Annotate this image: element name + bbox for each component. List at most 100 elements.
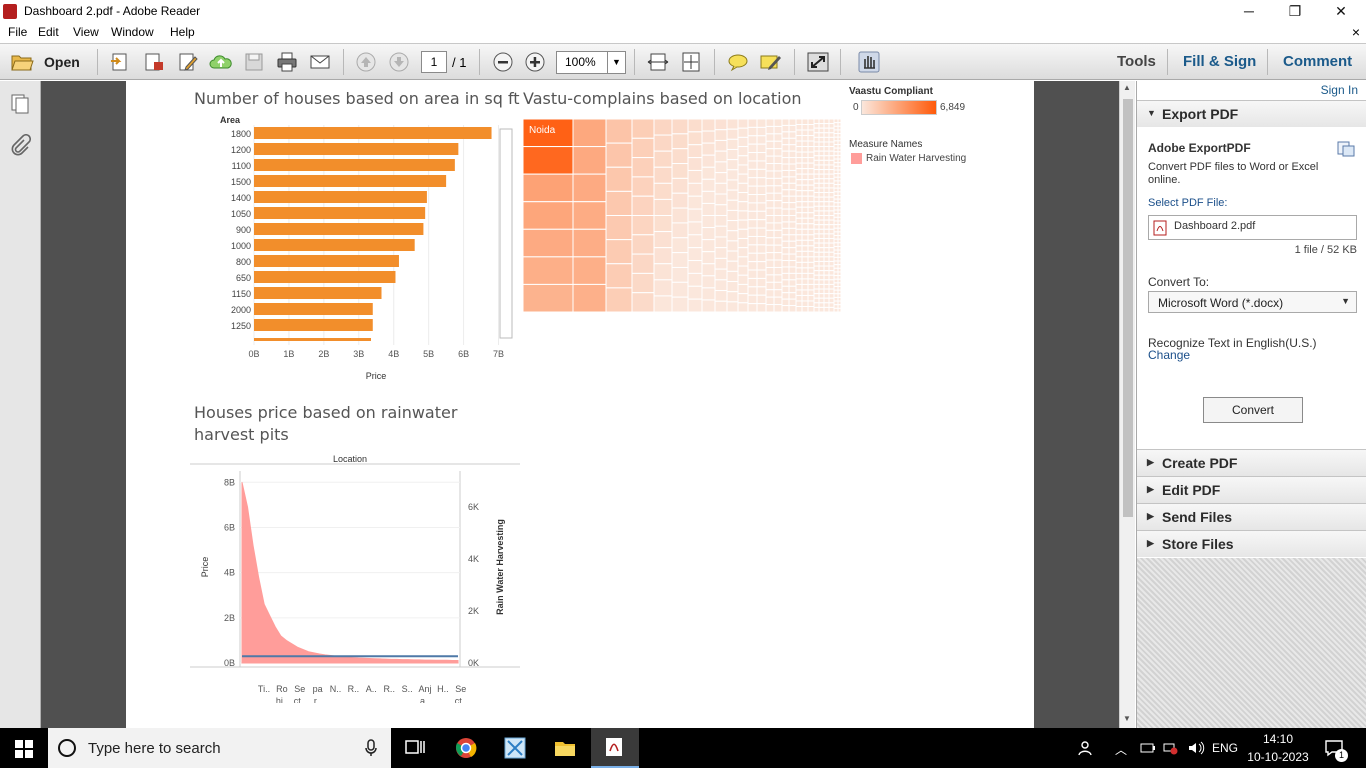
vertical-scrollbar[interactable]: ▲ ▼ bbox=[1119, 81, 1135, 728]
menu-window[interactable]: Window bbox=[111, 25, 154, 39]
zoom-level-select[interactable]: 100% ▼ bbox=[556, 51, 626, 74]
treemap-cell bbox=[813, 155, 820, 161]
treemap-cell bbox=[572, 228, 607, 258]
restore-button[interactable]: ❐ bbox=[1288, 3, 1302, 19]
file-explorer-icon[interactable] bbox=[554, 737, 576, 759]
treemap-cell bbox=[837, 143, 841, 149]
selected-file-field[interactable]: Dashboard 2.pdf bbox=[1148, 215, 1357, 240]
hand-tool-icon[interactable] bbox=[857, 51, 881, 73]
treemap-cell bbox=[818, 233, 825, 239]
zoom-in-icon[interactable] bbox=[523, 51, 547, 73]
print-icon[interactable] bbox=[275, 51, 299, 73]
edit-pdf-icon[interactable] bbox=[176, 51, 200, 73]
clock-time[interactable]: 14:10 bbox=[1262, 732, 1294, 746]
windows-start-icon[interactable] bbox=[15, 740, 33, 758]
treemap-cell bbox=[701, 119, 716, 132]
highlight-text-icon[interactable] bbox=[759, 51, 783, 73]
scroll-up-icon[interactable]: ▲ bbox=[1123, 83, 1131, 92]
tab-comment[interactable]: Comment bbox=[1283, 53, 1353, 70]
treemap-cell bbox=[837, 209, 841, 215]
fit-page-icon[interactable] bbox=[679, 51, 703, 73]
close-window-button[interactable]: ✕ bbox=[1335, 3, 1347, 19]
convert-to-select[interactable]: Microsoft Word (*.docx) ▼ bbox=[1148, 291, 1357, 313]
open-button-label[interactable]: Open bbox=[44, 54, 80, 70]
edit-pdf-section[interactable]: ▶ Edit PDF bbox=[1137, 476, 1366, 503]
treemap-cell bbox=[773, 274, 783, 283]
scroll-down-icon[interactable]: ▼ bbox=[1123, 714, 1131, 723]
scrollbar-thumb[interactable] bbox=[1123, 99, 1133, 517]
treemap-cell bbox=[828, 123, 835, 129]
fit-width-icon[interactable] bbox=[646, 51, 670, 73]
treemap-cell bbox=[765, 185, 775, 194]
treemap-cell bbox=[801, 217, 809, 225]
network-disconnected-icon[interactable] bbox=[1163, 741, 1179, 755]
send-files-section[interactable]: ▶ Send Files bbox=[1137, 503, 1366, 530]
minimize-button[interactable]: ─ bbox=[1244, 3, 1254, 19]
microphone-icon[interactable] bbox=[364, 739, 378, 757]
treemap-cell bbox=[823, 274, 830, 281]
people-icon[interactable] bbox=[1078, 739, 1096, 757]
change-language-link[interactable]: Change bbox=[1148, 348, 1191, 362]
volume-icon[interactable] bbox=[1187, 740, 1205, 756]
attachments-icon[interactable] bbox=[9, 133, 32, 156]
treemap-cell bbox=[823, 237, 830, 244]
taskbar-search-box[interactable]: Type here to search bbox=[48, 728, 391, 768]
treemap-cell bbox=[773, 304, 783, 312]
sticky-note-icon[interactable] bbox=[726, 51, 750, 73]
treemap-cell bbox=[726, 301, 739, 312]
chevron-down-icon[interactable]: ▼ bbox=[607, 52, 625, 73]
tab-tools[interactable]: Tools bbox=[1117, 53, 1156, 70]
snipping-tool-icon[interactable] bbox=[504, 737, 526, 759]
page-number-input[interactable]: 1 bbox=[421, 51, 447, 73]
sign-in-link[interactable]: Sign In bbox=[1320, 83, 1358, 97]
close-document-button[interactable]: × bbox=[1351, 24, 1360, 40]
full-screen-icon[interactable] bbox=[806, 51, 830, 73]
treemap-cell bbox=[781, 131, 790, 139]
treemap-cell bbox=[714, 279, 728, 292]
treemap-cell bbox=[631, 176, 655, 197]
store-files-section[interactable]: ▶ Store Files bbox=[1137, 530, 1366, 557]
treemap-cell bbox=[823, 288, 830, 295]
battery-icon[interactable] bbox=[1140, 741, 1156, 753]
email-icon[interactable] bbox=[308, 51, 332, 73]
notification-icon[interactable] bbox=[1325, 739, 1343, 757]
export-pdf-header[interactable]: ▼ Export PDF bbox=[1137, 100, 1366, 127]
task-view-icon[interactable] bbox=[405, 739, 425, 757]
treemap-cell bbox=[813, 150, 820, 157]
treemap-cell bbox=[813, 228, 820, 235]
create-pdf-icon[interactable] bbox=[108, 51, 132, 73]
expanded-arrow-icon: ▼ bbox=[1147, 108, 1156, 118]
treemap-cell bbox=[828, 182, 835, 189]
zoom-out-icon[interactable] bbox=[491, 51, 515, 73]
treemap-cell bbox=[837, 119, 841, 124]
menu-edit[interactable]: Edit bbox=[38, 25, 59, 39]
treemap-cell bbox=[653, 247, 673, 265]
page-thumbnails-icon[interactable] bbox=[9, 93, 31, 115]
category-label: 650 bbox=[236, 273, 251, 283]
measure-names-title: Measure Names bbox=[849, 139, 923, 150]
convert-button[interactable]: Convert bbox=[1203, 397, 1303, 423]
treemap-cell bbox=[813, 119, 820, 125]
chart-scrollbar bbox=[499, 128, 513, 339]
menu-file[interactable]: File bbox=[8, 25, 28, 39]
treemap-cell bbox=[747, 185, 758, 196]
show-hidden-icons-icon[interactable]: ︿ bbox=[1115, 743, 1128, 757]
open-folder-icon[interactable] bbox=[10, 51, 34, 73]
treemap-cell bbox=[833, 158, 839, 164]
next-page-icon[interactable] bbox=[387, 51, 411, 73]
upload-cloud-icon[interactable] bbox=[209, 51, 233, 73]
save-icon[interactable] bbox=[242, 51, 266, 73]
treemap-cell bbox=[837, 194, 841, 200]
clock-date[interactable]: 10-10-2023 bbox=[1247, 750, 1309, 764]
treemap-cell bbox=[801, 261, 809, 269]
language-indicator[interactable]: ENG bbox=[1212, 741, 1239, 755]
create-pdf-section[interactable]: ▶ Create PDF bbox=[1137, 449, 1366, 476]
menu-view[interactable]: View bbox=[73, 25, 99, 39]
menu-help[interactable]: Help bbox=[170, 25, 195, 39]
export-pdf-icon[interactable] bbox=[142, 51, 166, 73]
adobe-reader-taskbar-button[interactable] bbox=[591, 728, 639, 768]
export-info-icon[interactable] bbox=[1337, 141, 1355, 157]
tab-fill-sign[interactable]: Fill & Sign bbox=[1183, 53, 1257, 70]
chrome-icon[interactable] bbox=[455, 737, 477, 759]
previous-page-icon[interactable] bbox=[354, 51, 378, 73]
